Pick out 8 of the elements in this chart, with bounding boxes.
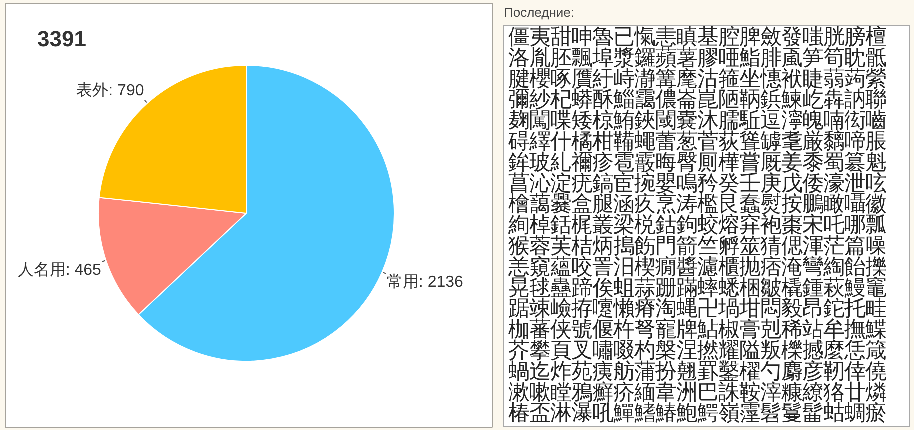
data-label: : 2136 — [418, 274, 464, 292]
slice-label: 人名用 — [18, 262, 66, 280]
data-label: : 465 — [66, 262, 102, 280]
chart-title: 3391 — [38, 26, 86, 52]
text: Последние: — [504, 5, 574, 20]
slice-label: 表外 — [76, 82, 109, 100]
slice-label: 常用 — [386, 273, 419, 292]
data-label: : 790 — [108, 82, 144, 100]
